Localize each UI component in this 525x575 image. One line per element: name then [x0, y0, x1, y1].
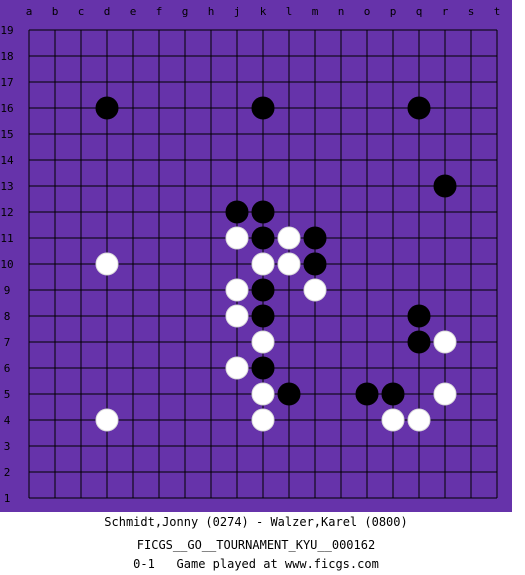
row-labels: 19 18 17 16 15 14 13 12 11 10 9 8 7 6 5 4 3 2 1: [0, 24, 14, 505]
column-label: t: [494, 5, 501, 18]
white-stone: [95, 408, 119, 432]
row-label: 1: [4, 492, 11, 505]
column-label: n: [338, 5, 345, 18]
white-stone: [433, 382, 457, 406]
black-stone: [381, 382, 405, 406]
black-stone: [277, 382, 301, 406]
row-label: 14: [0, 154, 14, 167]
black-stone: [407, 304, 431, 328]
white-stone: [277, 226, 301, 250]
row-label: 5: [4, 388, 11, 401]
row-label: 2: [4, 466, 11, 479]
black-stone: [251, 278, 275, 302]
white-stone: [225, 304, 249, 328]
row-label: 12: [0, 206, 13, 219]
white-stone: [433, 330, 457, 354]
column-label: s: [468, 5, 475, 18]
white-stone: [225, 226, 249, 250]
column-label: r: [442, 5, 449, 18]
black-stone: [251, 226, 275, 250]
column-label: l: [286, 5, 293, 18]
row-label: 9: [4, 284, 11, 297]
black-stone: [407, 96, 431, 120]
white-stone: [251, 330, 275, 354]
column-label: o: [364, 5, 371, 18]
white-stone: [251, 408, 275, 432]
white-stone: [251, 252, 275, 276]
black-stone: [303, 226, 327, 250]
players-caption: Schmidt,Jonny (0274) - Walzer,Karel (080…: [104, 515, 408, 529]
row-label: 3: [4, 440, 11, 453]
row-label: 6: [4, 362, 11, 375]
white-stone: [225, 356, 249, 380]
column-label: q: [416, 5, 423, 18]
black-stone: [303, 252, 327, 276]
column-label: k: [260, 5, 267, 18]
black-stone: [407, 330, 431, 354]
row-label: 17: [0, 76, 13, 89]
row-label: 4: [4, 414, 11, 427]
row-label: 13: [0, 180, 13, 193]
black-stone: [433, 174, 457, 198]
column-label: f: [156, 5, 163, 18]
result-caption: 0-1 Game played at www.ficgs.com: [133, 557, 379, 571]
column-label: d: [104, 5, 111, 18]
column-label: g: [182, 5, 189, 18]
stones-layer: [95, 96, 457, 432]
column-label: p: [390, 5, 397, 18]
column-label: j: [234, 5, 241, 18]
black-stone: [355, 382, 379, 406]
black-stone: [251, 356, 275, 380]
black-stone: [251, 200, 275, 224]
white-stone: [303, 278, 327, 302]
black-stone: [95, 96, 119, 120]
row-label: 10: [0, 258, 13, 271]
column-label: m: [312, 5, 319, 18]
row-label: 16: [0, 102, 13, 115]
row-label: 8: [4, 310, 11, 323]
row-label: 15: [0, 128, 13, 141]
white-stone: [95, 252, 119, 276]
column-label: h: [208, 5, 215, 18]
black-stone: [251, 304, 275, 328]
white-stone: [381, 408, 405, 432]
column-label: e: [130, 5, 137, 18]
black-stone: [251, 96, 275, 120]
white-stone: [407, 408, 431, 432]
column-label: a: [26, 5, 33, 18]
white-stone: [225, 278, 249, 302]
white-stone: [277, 252, 301, 276]
event-caption: FICGS__GO__TOURNAMENT_KYU__000162: [136, 538, 376, 552]
white-stone: [251, 382, 275, 406]
column-label: b: [52, 5, 59, 18]
row-label: 19: [0, 24, 13, 37]
row-label: 18: [0, 50, 13, 63]
black-stone: [225, 200, 249, 224]
row-label: 11: [0, 232, 13, 245]
row-label: 7: [4, 336, 11, 349]
column-label: c: [78, 5, 85, 18]
